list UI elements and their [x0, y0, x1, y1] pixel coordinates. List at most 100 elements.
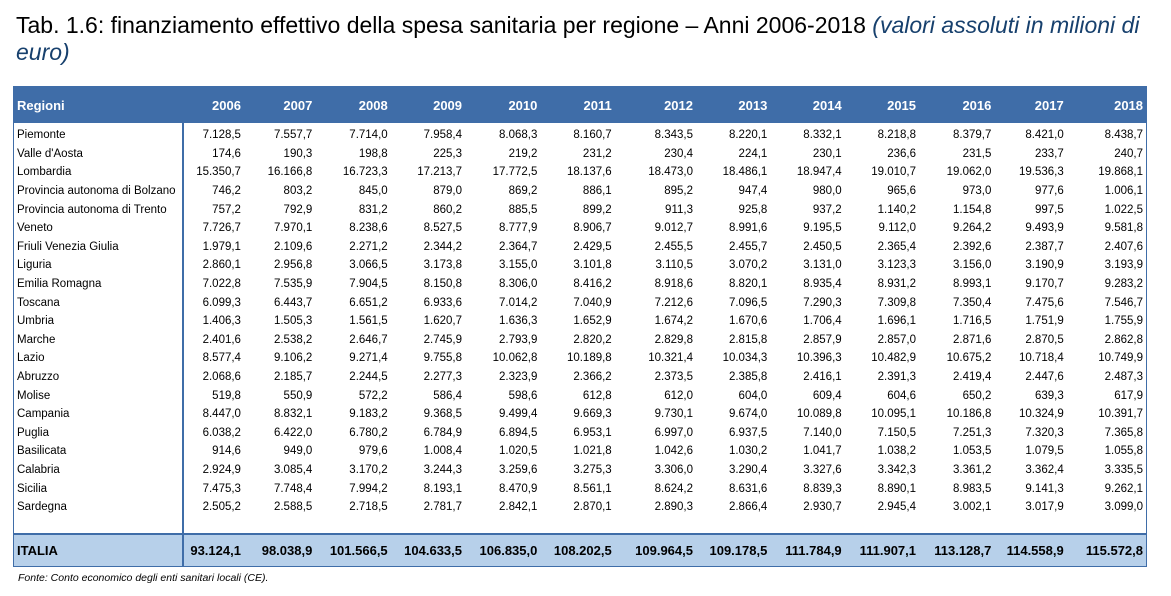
row-cell: 8.527,5	[423, 222, 463, 235]
row-cell: 1.038,2	[877, 445, 917, 458]
row-cell: 2.401,6	[202, 333, 241, 346]
row-cell: 3.101,8	[573, 259, 612, 272]
row-cell: 8.416,2	[573, 278, 612, 291]
row-cell: 1.053,5	[952, 445, 992, 458]
source-note: Fonte: Conto economico degli enti sanita…	[18, 572, 269, 584]
row-label: Molise	[17, 389, 51, 402]
row-cell: 9.106,2	[273, 352, 313, 365]
row-cell: 7.022,8	[202, 278, 241, 291]
row-cell: 2.068,6	[202, 371, 241, 384]
row-cell: 8.150,8	[423, 278, 463, 291]
row-cell: 2.487,3	[1104, 371, 1144, 384]
row-label: Puglia	[17, 426, 49, 439]
row-cell: 1.979,1	[202, 240, 241, 253]
row-label: Campania	[17, 408, 70, 421]
row-cell: 7.212,6	[654, 296, 693, 309]
row-cell: 231,5	[962, 147, 992, 160]
row-cell: 1.620,7	[423, 315, 463, 328]
row-cell: 10.324,9	[1018, 408, 1064, 421]
row-cell: 1.561,5	[349, 315, 388, 328]
row-cell: 1.030,2	[728, 445, 768, 458]
row-cell: 8.993,1	[952, 278, 992, 291]
row-cell: 3.131,0	[803, 259, 842, 272]
row-cell: 8.991,6	[728, 222, 768, 235]
table-total-band	[14, 533, 1146, 566]
row-cell: 6.953,1	[573, 426, 612, 439]
row-cell: 2.277,3	[423, 371, 463, 384]
row-cell: 1.696,1	[877, 315, 917, 328]
row-cell: 1.140,2	[877, 203, 917, 216]
total-cell: 115.572,8	[1085, 543, 1144, 558]
row-cell: 10.675,2	[946, 352, 992, 365]
row-cell: 19.062,0	[946, 166, 992, 179]
table-row: Toscana 6.099,3 6.443,7 6.651,2 6.933,6 7.014…	[14, 293, 1146, 312]
row-cell: 803,2	[283, 185, 313, 198]
row-cell: 3.327,6	[803, 464, 842, 477]
header-cell: 2012	[664, 97, 693, 113]
row-cell: 7.994,2	[349, 482, 388, 495]
row-cell: 8.379,7	[952, 129, 992, 142]
row-cell: 885,5	[508, 203, 538, 216]
row-cell: 746,2	[212, 185, 241, 198]
row-cell: 1.755,9	[1104, 315, 1144, 328]
row-cell: 8.068,3	[498, 129, 538, 142]
row-cell: 7.320,3	[1025, 426, 1064, 439]
row-label: Marche	[17, 333, 56, 346]
row-cell: 8.935,4	[803, 278, 842, 291]
row-cell: 3.190,9	[1025, 259, 1064, 272]
row-cell: 1.154,8	[952, 203, 992, 216]
row-label: Calabria	[17, 464, 60, 477]
header-label: Regioni	[17, 97, 65, 113]
row-cell: 2.447,6	[1025, 371, 1064, 384]
row-cell: 9.264,2	[952, 222, 992, 235]
header-cell: 2014	[812, 97, 842, 113]
row-cell: 7.475,3	[202, 482, 241, 495]
row-cell: 3.335,5	[1104, 464, 1144, 477]
column-divider	[182, 87, 184, 566]
row-cell: 8.332,1	[803, 129, 842, 142]
row-cell: 9.674,0	[728, 408, 768, 421]
row-cell: 879,0	[433, 185, 463, 198]
table-row: Abruzzo 2.068,6 2.185,7 2.244,5 2.277,3 2.323…	[14, 368, 1146, 387]
row-cell: 3.193,9	[1104, 259, 1144, 272]
row-cell: 2.857,9	[803, 333, 842, 346]
row-cell: 860,2	[433, 203, 463, 216]
row-cell: 2.820,2	[573, 333, 612, 346]
row-cell: 8.631,6	[728, 482, 768, 495]
header-cell: 2010	[508, 97, 538, 113]
row-cell: 1.006,1	[1104, 185, 1144, 198]
row-cell: 219,2	[508, 147, 538, 160]
row-cell: 8.218,8	[877, 129, 917, 142]
row-cell: 1.716,5	[952, 315, 992, 328]
row-cell: 3.099,0	[1104, 501, 1144, 514]
row-cell: 3.170,2	[349, 464, 388, 477]
table-total-row: ITALIA 93.124,1 98.038,9 101.566,5 104.633,5…	[14, 535, 1146, 566]
row-cell: 236,6	[887, 147, 917, 160]
row-cell: 7.251,3	[952, 426, 992, 439]
row-cell: 16.166,8	[267, 166, 313, 179]
row-cell: 6.997,0	[654, 426, 693, 439]
row-cell: 2.646,7	[349, 333, 388, 346]
row-label: Valle d'Aosta	[17, 147, 83, 160]
row-cell: 3.275,3	[573, 464, 612, 477]
row-cell: 8.438,7	[1104, 129, 1144, 142]
row-label: Veneto	[17, 222, 53, 235]
row-cell: 7.748,4	[273, 482, 313, 495]
row-cell: 2.588,5	[273, 501, 313, 514]
row-label: Provincia autonoma di Bolzano	[17, 185, 176, 198]
row-cell: 2.344,2	[423, 240, 463, 253]
row-cell: 2.455,7	[728, 240, 768, 253]
row-cell: 8.777,9	[498, 222, 538, 235]
row-cell: 3.173,8	[423, 259, 463, 272]
row-cell: 2.945,4	[877, 501, 917, 514]
row-cell: 2.956,8	[273, 259, 313, 272]
row-label: Abruzzo	[17, 371, 60, 384]
row-cell: 1.079,5	[1025, 445, 1064, 458]
total-label: ITALIA	[17, 543, 58, 558]
row-cell: 2.793,9	[498, 333, 538, 346]
row-cell: 8.470,9	[498, 482, 538, 495]
row-cell: 3.290,4	[728, 464, 768, 477]
table-row: Lombardia 15.350,7 16.166,8 16.723,3 17.213,…	[14, 163, 1146, 182]
row-cell: 949,0	[283, 445, 313, 458]
row-cell: 1.021,8	[573, 445, 612, 458]
